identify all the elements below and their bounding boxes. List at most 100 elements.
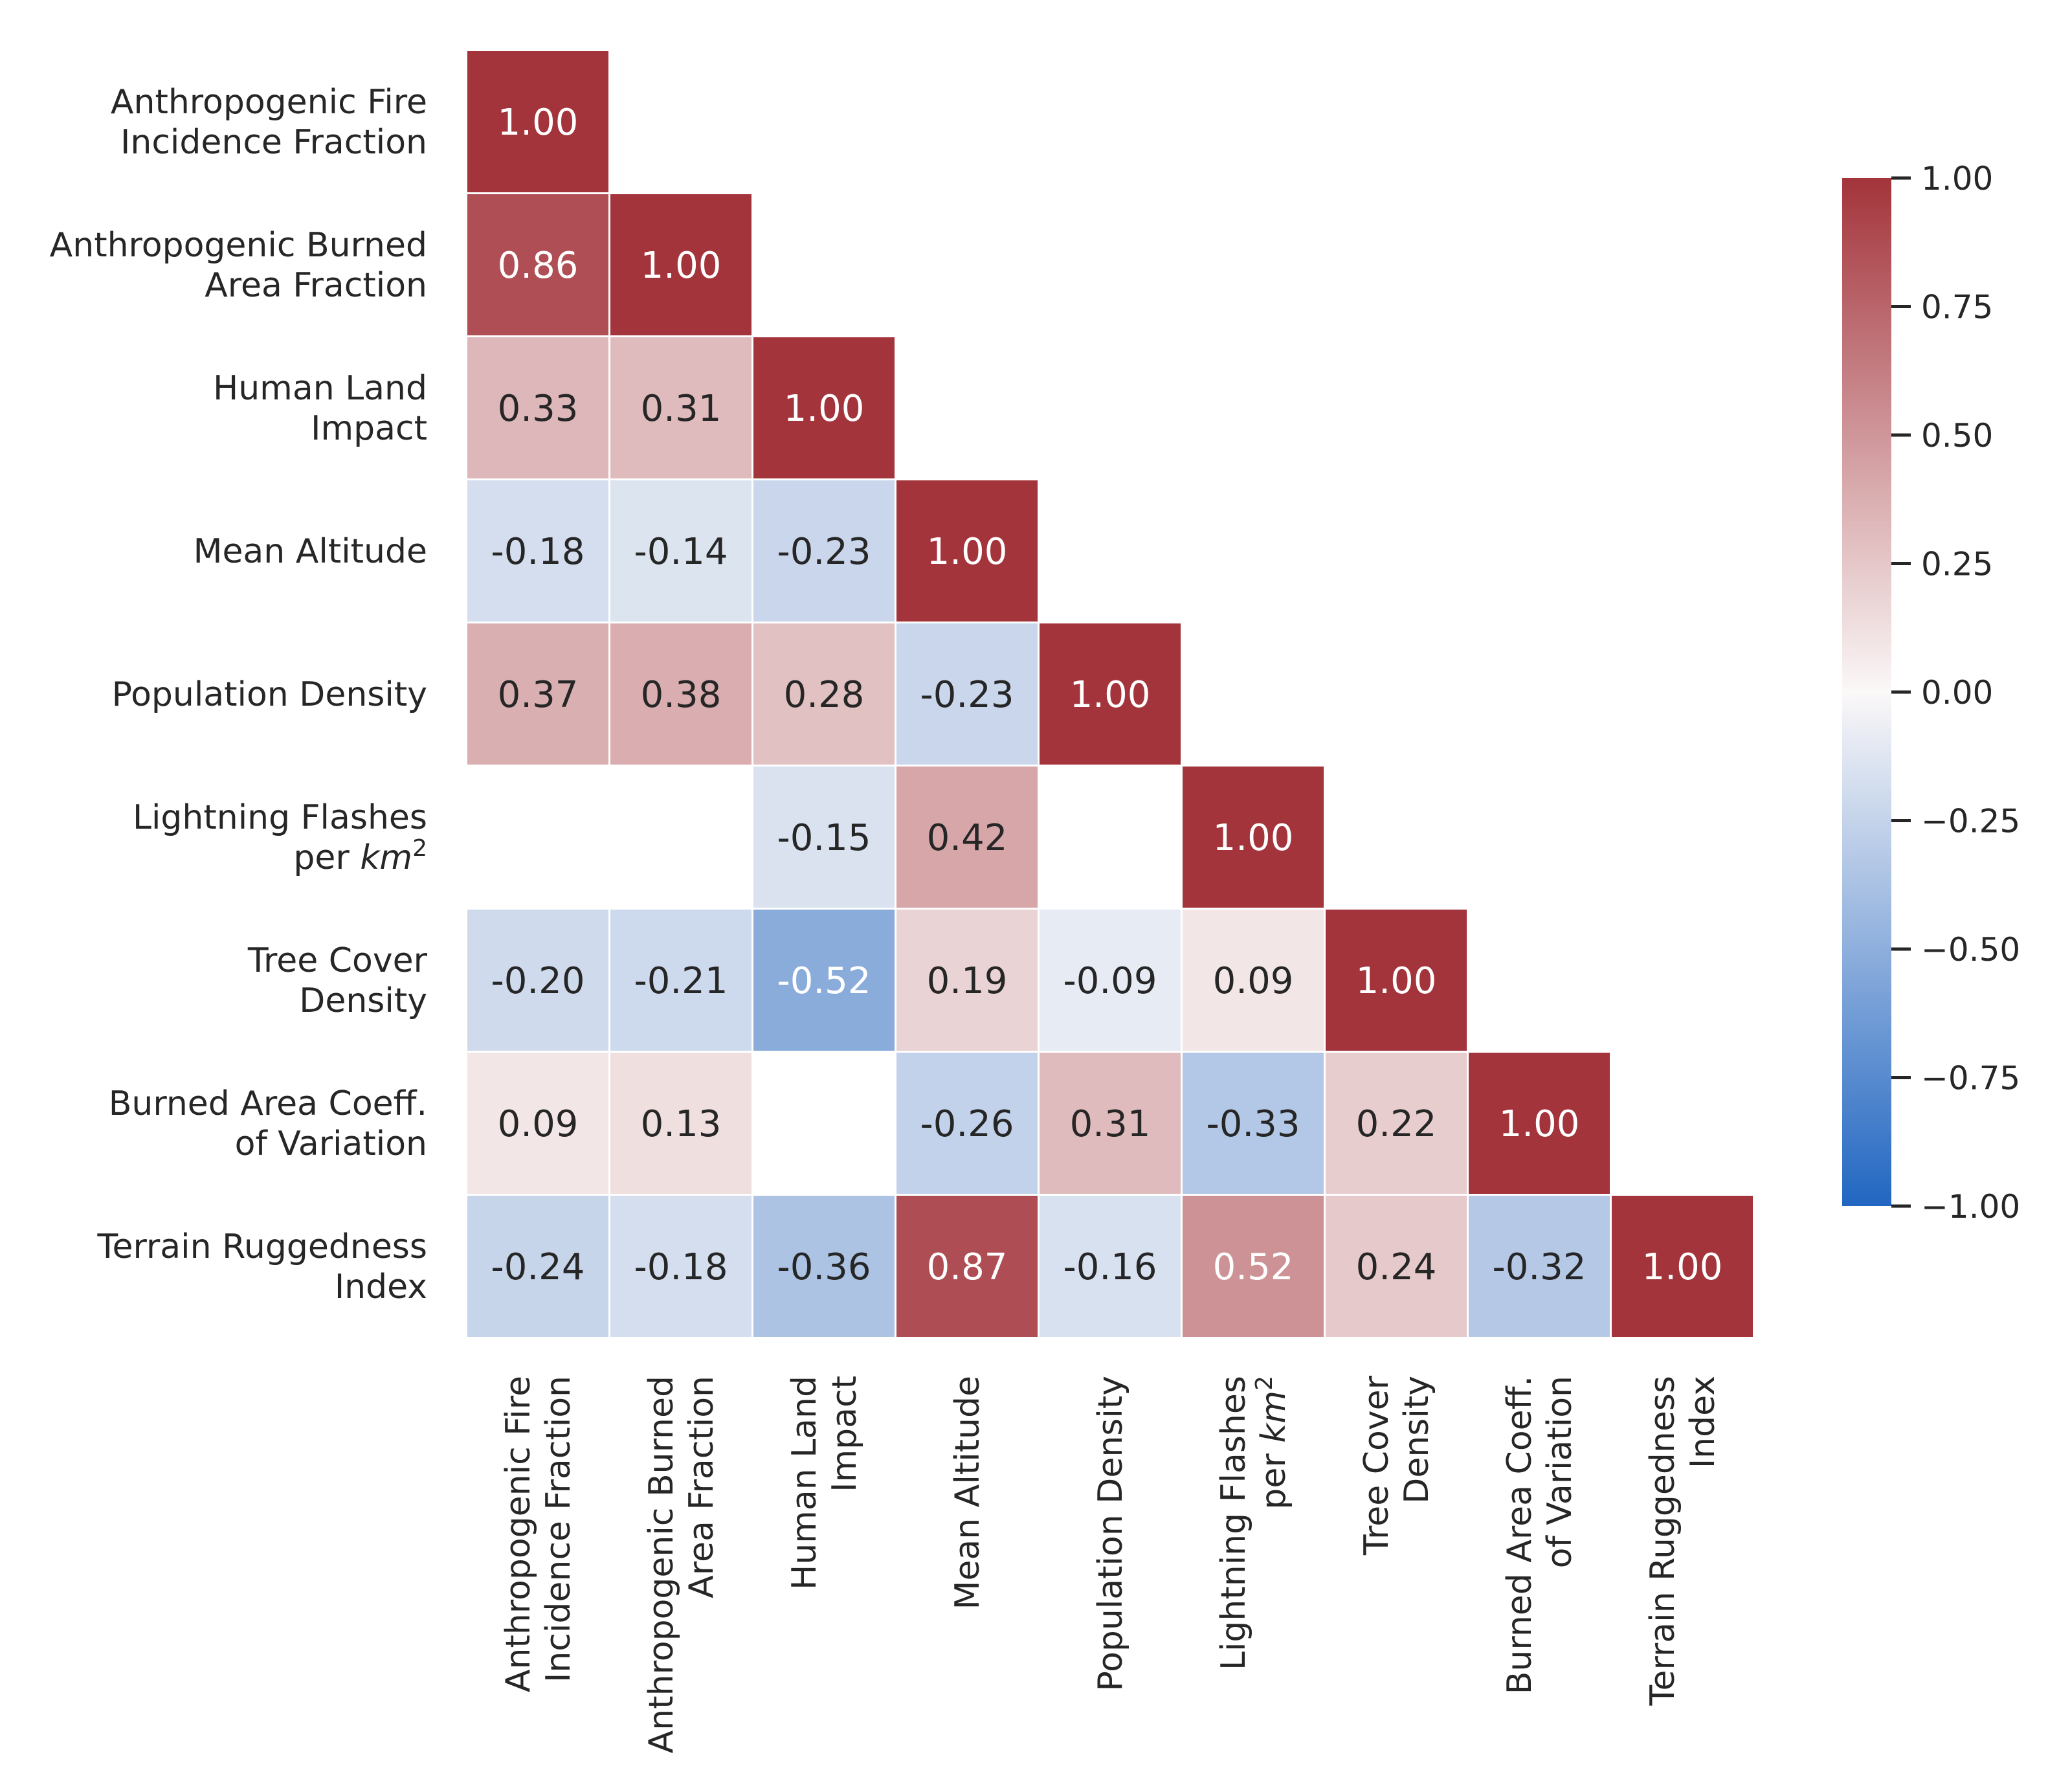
heatmap-cell: 0.19 xyxy=(896,910,1038,1051)
heatmap-cell-value: 1.00 xyxy=(927,531,1008,573)
row-label: Human Land xyxy=(213,369,427,408)
heatmap-cell-rect xyxy=(467,51,608,192)
column-labels: Anthropogenic Fire Incidence Fraction Anth… xyxy=(499,1375,1722,1753)
heatmap-cell: -0.14 xyxy=(610,480,751,622)
heatmap-cell-value: 0.19 xyxy=(927,960,1008,1002)
heatmap-cell: 0.28 xyxy=(753,623,895,765)
heatmap-cell-rect xyxy=(753,1196,895,1337)
heatmap-cell-value: -0.20 xyxy=(491,960,585,1002)
row-label: Tree Cover xyxy=(247,941,428,980)
heatmap-cell-rect xyxy=(1326,1196,1467,1337)
heatmap-cell-value: 1.00 xyxy=(1642,1246,1723,1288)
heatmap-cell-value: -0.21 xyxy=(634,960,728,1002)
row-label: Lightning Flashes xyxy=(133,798,427,837)
colorbar: 1.00 0.75 0.50 0.25 0.00 −0.25 −0.50 −0.75 −1.00 xyxy=(1842,160,2020,1226)
heatmap-cell-rect xyxy=(467,480,608,622)
heatmap-cells: 1.00 0.86 1.00 0.33 0.31 1.00 -0.18 -0.14 -0.23 1… xyxy=(467,51,1753,1337)
heatmap-cell: 1.00 xyxy=(1326,910,1467,1051)
heatmap-cell-value: 1.00 xyxy=(1070,674,1151,716)
heatmap-cell-rect xyxy=(610,910,751,1051)
heatmap-cell: -0.16 xyxy=(1040,1196,1181,1337)
heatmap-cell: -0.36 xyxy=(753,1196,895,1337)
heatmap-cell: 0.22 xyxy=(1326,1053,1467,1194)
column-label: Index xyxy=(1684,1376,1722,1468)
heatmap-cell: -0.33 xyxy=(1183,1053,1324,1194)
heatmap-cell-value: -0.18 xyxy=(634,1246,728,1288)
heatmap-cell-rect xyxy=(610,480,751,622)
row-label: of Variation xyxy=(235,1125,427,1163)
heatmap-cell: 0.52 xyxy=(1183,1196,1324,1337)
heatmap-cell-value: 0.09 xyxy=(1213,960,1294,1002)
heatmap-cell-rect xyxy=(1183,767,1324,908)
heatmap-cell-rect xyxy=(753,480,895,622)
heatmap-cell: -0.18 xyxy=(610,1196,751,1337)
heatmap-cell: -0.09 xyxy=(1040,910,1181,1051)
heatmap-cell: -0.26 xyxy=(896,1053,1038,1194)
heatmap-cell-value: 1.00 xyxy=(784,388,865,430)
heatmap-cell-value: 0.42 xyxy=(927,817,1008,859)
heatmap-cell: 0.31 xyxy=(1040,1053,1181,1194)
colorbar-tick-label: 0.50 xyxy=(1921,417,1993,454)
heatmap-cell-rect xyxy=(610,1196,751,1337)
heatmap-cell-rect xyxy=(753,910,895,1051)
heatmap-cell: -0.20 xyxy=(467,910,608,1051)
colorbar-tick-label: −1.00 xyxy=(1921,1188,2020,1226)
heatmap-cell: 0.13 xyxy=(610,1053,751,1194)
column-label: Burned Area Coeff. xyxy=(1500,1376,1539,1694)
heatmap-cell-value: -0.23 xyxy=(777,531,871,573)
row-label: Impact xyxy=(311,409,427,448)
column-label: Mean Altitude xyxy=(948,1376,987,1609)
heatmap-cell-rect xyxy=(610,194,751,335)
heatmap-cell-rect xyxy=(896,480,1038,622)
heatmap-cell-rect xyxy=(896,1053,1038,1194)
heatmap-cell-value: -0.14 xyxy=(634,531,728,573)
heatmap-cell: 0.86 xyxy=(467,194,608,335)
heatmap-cell-value: 0.31 xyxy=(1070,1103,1151,1145)
row-label: Mean Altitude xyxy=(194,532,427,571)
row-label: Anthropogenic Burned xyxy=(50,226,427,265)
heatmap-cell-rect xyxy=(1183,1196,1324,1337)
heatmap-cell: -0.18 xyxy=(467,480,608,622)
column-label: Impact xyxy=(825,1376,864,1492)
heatmap-cell-value: 1.00 xyxy=(498,102,579,144)
heatmap-cell-rect xyxy=(610,1053,751,1194)
heatmap-cell: -0.21 xyxy=(610,910,751,1051)
heatmap-cell: 0.38 xyxy=(610,623,751,765)
heatmap-cell-rect xyxy=(1469,1196,1610,1337)
heatmap-cell-value: 0.87 xyxy=(927,1246,1008,1288)
column-label: Density xyxy=(1397,1376,1436,1504)
heatmap-cell-value: 0.52 xyxy=(1213,1246,1294,1288)
heatmap-cell-rect xyxy=(1326,910,1467,1051)
heatmap-cell-rect xyxy=(467,910,608,1051)
heatmap-cell-rect xyxy=(1469,1053,1610,1194)
heatmap-cell-value: 0.22 xyxy=(1356,1103,1437,1145)
heatmap-cell-rect xyxy=(1040,1196,1181,1337)
colorbar-tick-label: 0.00 xyxy=(1921,674,1993,711)
heatmap-cell-value: -0.09 xyxy=(1063,960,1157,1002)
row-label: Density xyxy=(299,981,427,1020)
colorbar-gradient xyxy=(1842,178,1891,1206)
column-label: Area Fraction xyxy=(682,1376,721,1598)
heatmap-cell-rect xyxy=(467,337,608,478)
heatmap-cell: 0.33 xyxy=(467,337,608,478)
heatmap-cell-rect xyxy=(1183,910,1324,1051)
heatmap-cell: 1.00 xyxy=(610,194,751,335)
heatmap-cell: 0.24 xyxy=(1326,1196,1467,1337)
heatmap-cell-value: 0.24 xyxy=(1356,1246,1437,1288)
colorbar-tick-label: −0.50 xyxy=(1921,931,2020,969)
heatmap-cell-value: 0.33 xyxy=(498,388,579,430)
heatmap-cell-rect xyxy=(753,767,895,908)
heatmap-cell-value: 0.31 xyxy=(641,388,722,430)
heatmap-cell: 0.87 xyxy=(896,1196,1038,1337)
heatmap-cell-value: 1.00 xyxy=(1499,1103,1580,1145)
column-label: of Variation xyxy=(1541,1376,1579,1568)
heatmap-cell: 0.42 xyxy=(896,767,1038,908)
heatmap-cell: -0.32 xyxy=(1469,1196,1610,1337)
heatmap-cell: 0.09 xyxy=(1183,910,1324,1051)
row-label: Burned Area Coeff. xyxy=(109,1084,427,1123)
heatmap-cell-value: -0.32 xyxy=(1493,1246,1586,1288)
heatmap-cell: 0.09 xyxy=(467,1053,608,1194)
column-label: Lightning Flashes xyxy=(1214,1376,1253,1670)
colorbar-tick-label: −0.25 xyxy=(1921,803,2020,840)
